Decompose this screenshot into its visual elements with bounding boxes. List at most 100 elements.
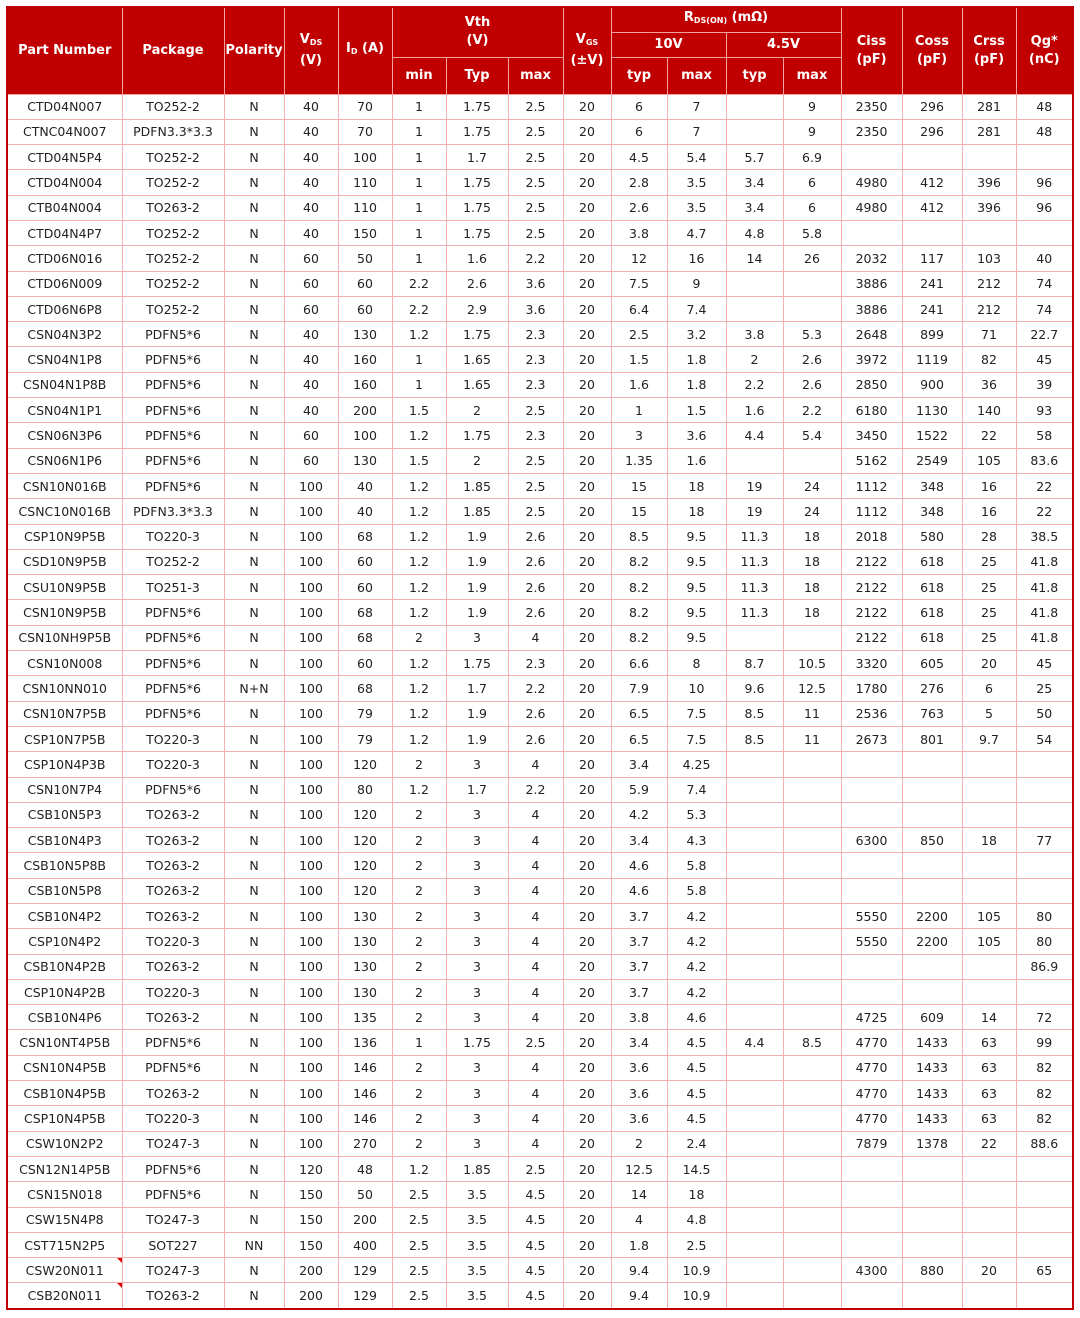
table-cell: 130 [337,928,393,955]
table-cell: 2536 [840,700,903,727]
header-id: ID (A) [337,6,393,95]
table-cell: 8.7 [725,650,784,677]
table-cell: 2122 [840,624,903,652]
table-cell: 2 [391,928,447,955]
table-cell [961,801,1017,829]
part-number-cell: CSN10NT4P5B [6,1029,123,1056]
table-cell: 12.5 [782,675,842,702]
table-cell: 20 [562,852,612,879]
table-cell: 2.5 [610,321,668,348]
table-cell: 10 [666,675,727,702]
part-number-cell: CTD04N007 [6,93,123,120]
header-vth-typ: Typ [445,56,509,95]
table-row: CTD04N004 TO252-2 N 40 110 1 1.75 2.5 20 2.8 3.5 3.… [6,169,1074,196]
table-cell: 20 [562,1054,612,1082]
header-rds-on: RDS(ON) (mΩ) [610,6,842,33]
table-cell: 8.5 [725,725,784,753]
table-cell: 2 [391,902,447,930]
part-number-cell: CTD04N004 [6,169,123,196]
table-cell: 20 [562,1282,612,1310]
table-cell: 1.2 [391,1155,447,1183]
table-cell: 82 [1015,1105,1074,1132]
table-cell: 2 [725,346,784,373]
table-cell: 2.2 [507,675,564,702]
table-cell: 3 [445,1054,509,1082]
table-cell: 4.6 [666,1004,727,1031]
table-cell: TO252-2 [121,169,225,196]
table-cell: 4300 [840,1257,903,1284]
table-cell: 1.6 [610,371,668,399]
table-cell [725,447,784,474]
table-cell: PDFN5*6 [121,397,225,424]
table-cell: TO263-2 [121,1004,225,1031]
part-number-cell: CSN10N4P5B [6,1054,123,1082]
table-cell: 1 [391,371,447,399]
table-cell: 40 [337,472,393,500]
table-cell: 5.8 [666,877,727,905]
table-cell: 7.5 [666,725,727,753]
table-cell: 1 [391,169,447,196]
table-cell: N [223,1155,285,1183]
table-cell: 200 [283,1282,339,1310]
table-cell: 2.5 [666,1231,727,1259]
table-cell: 14 [725,245,784,272]
table-cell: 4.2 [610,801,668,829]
table-row: CSN10N7P5B PDFN5*6 N 100 79 1.2 1.9 2.6 20 6.5 7.5… [6,700,1074,727]
table-cell [901,219,963,247]
table-cell: 3 [445,852,509,879]
table-cell: 100 [283,902,339,930]
table-cell: 100 [283,498,339,525]
table-cell: 1.65 [445,346,509,373]
table-cell: 1.2 [391,498,447,525]
table-cell: 100 [283,700,339,727]
table-cell: 2.5 [391,1181,447,1208]
table-cell [1015,1231,1074,1259]
table-cell: N [223,498,285,525]
table-cell: 4.2 [666,953,727,980]
table-cell [782,776,842,803]
table-cell [961,1206,1017,1233]
table-cell: N [223,295,285,323]
table-cell: 99 [1015,1029,1074,1056]
table-cell: 200 [337,397,393,424]
table-cell: 2.6 [610,194,668,221]
table-row: CTB04N004 TO263-2 N 40 110 1 1.75 2.5 20 2.6 3.5 3.… [6,194,1074,221]
table-cell [840,877,903,905]
table-row: CTNC04N007 PDFN3.3*3.3 N 40 70 1 1.75 2.5 20 6 7 9 2… [6,118,1074,146]
table-cell: N [223,650,285,677]
table-cell: 103 [961,245,1017,272]
table-row: CSW10N2P2 TO247-3 N 100 270 2 3 4 20 2 2.4 7879 1378… [6,1130,1074,1157]
table-cell: 60 [283,270,339,297]
table-cell: N [223,1004,285,1031]
table-cell: N [223,978,285,1006]
table-cell: 2.5 [507,472,564,500]
table-cell: 58 [1015,422,1074,449]
table-cell: 2.5 [507,397,564,424]
table-cell [961,877,1017,905]
table-cell: 100 [283,548,339,576]
table-cell: 2.5 [507,1155,564,1183]
table-cell: 1.2 [391,700,447,727]
table-cell: 3.5 [445,1231,509,1259]
table-cell: 77 [1015,827,1074,854]
mosfet-spec-table: Part Number Package Polarity VDS (V) ID (… [6,6,1074,1310]
table-cell: N [223,371,285,399]
table-cell: 120 [337,801,393,829]
table-cell: 40 [283,169,339,196]
part-number-cell: CSP10N7P5B [6,725,123,753]
table-cell: 3.4 [610,827,668,854]
table-cell: 4725 [840,1004,903,1031]
table-cell: 1.9 [445,523,509,550]
table-cell: 1433 [901,1029,963,1056]
table-cell: 2350 [840,118,903,146]
table-cell: 14 [610,1181,668,1208]
table-cell: 2.2 [725,371,784,399]
table-cell: 16 [961,472,1017,500]
table-row: CSN04N1P8 PDFN5*6 N 40 160 1 1.65 2.3 20 1.5 1.8 2 2… [6,346,1074,373]
table-cell: 1 [391,346,447,373]
table-cell: 3450 [840,422,903,449]
table-cell [725,978,784,1006]
table-row: CSB10N4P5B TO263-2 N 100 146 2 3 4 20 3.6 4.5 4770 1… [6,1080,1074,1107]
table-cell: 3 [445,902,509,930]
table-cell: 3 [445,1130,509,1157]
